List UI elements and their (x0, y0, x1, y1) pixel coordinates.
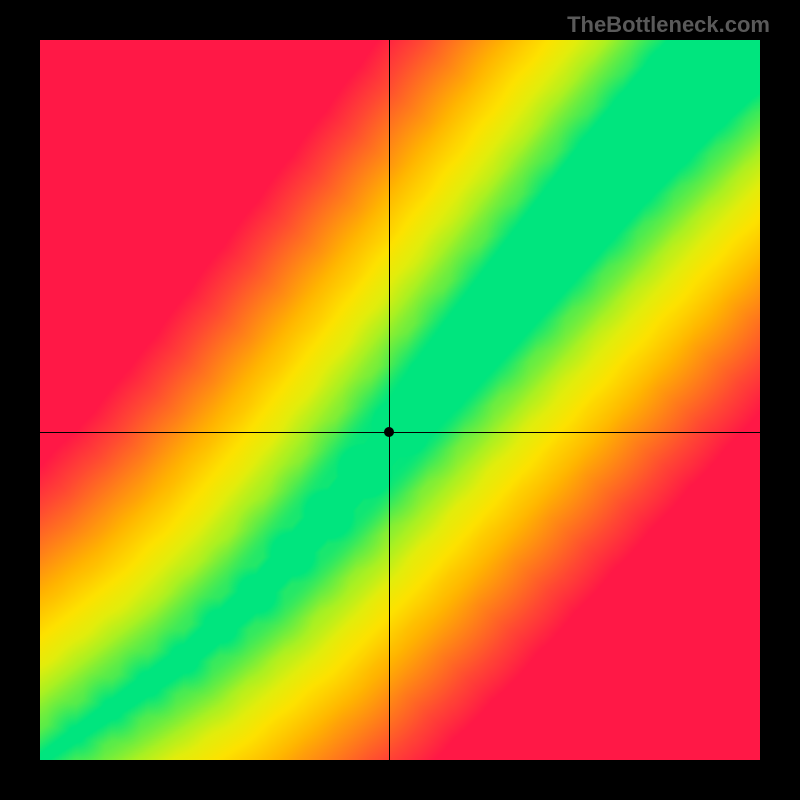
crosshair-vertical (389, 40, 390, 760)
crosshair-horizontal (40, 432, 760, 433)
chart-container: TheBottleneck.com (0, 0, 800, 800)
plot-area (40, 40, 760, 760)
data-point-marker (384, 427, 394, 437)
heatmap-canvas (40, 40, 760, 760)
watermark-text: TheBottleneck.com (567, 12, 770, 38)
